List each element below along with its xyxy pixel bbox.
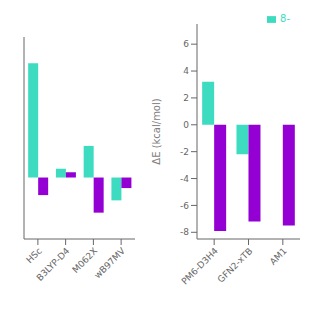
svg-text:GFN2-xTB: GFN2-xTB <box>216 246 255 285</box>
svg-text:4: 4 <box>183 66 189 76</box>
svg-text:AM1: AM1 <box>268 246 289 267</box>
svg-text:2: 2 <box>183 93 189 103</box>
svg-text:-4: -4 <box>180 174 189 184</box>
svg-text:wB97MV: wB97MV <box>92 245 127 280</box>
svg-text:6: 6 <box>183 39 189 49</box>
svg-text:0: 0 <box>183 120 189 130</box>
svg-text:HSc: HSc <box>24 246 43 265</box>
svg-text:-6: -6 <box>180 201 189 211</box>
html-text:8-: 8- <box>280 13 290 24</box>
svg-text:M062X: M062X <box>70 245 100 275</box>
svg-text:PM6-D3H4: PM6-D3H4 <box>180 246 221 287</box>
svg-text:ΔE (kcal/mol): ΔE (kcal/mol) <box>151 98 162 164</box>
svg-text:-8: -8 <box>180 227 189 237</box>
svg-text:-2: -2 <box>180 147 189 157</box>
svg-text:B3LYP-D4: B3LYP-D4 <box>35 246 72 283</box>
